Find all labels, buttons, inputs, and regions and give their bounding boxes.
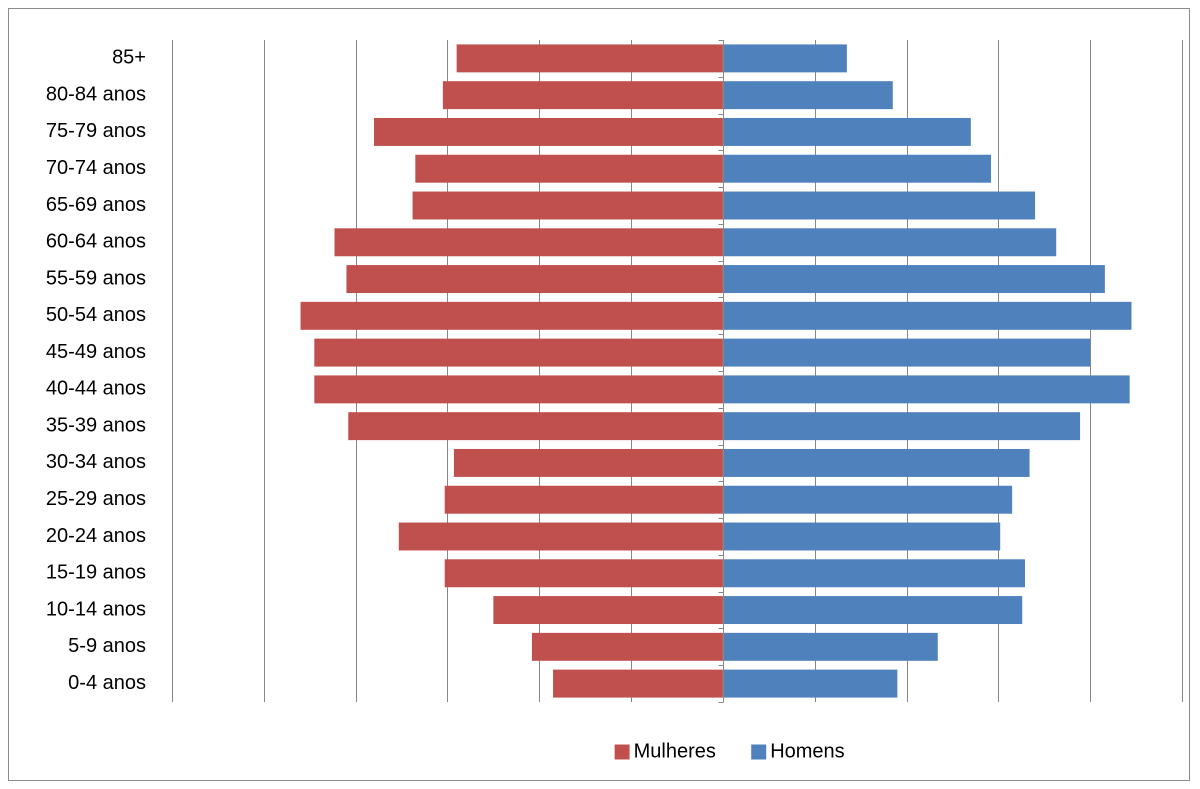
center-axis [718, 40, 724, 703]
category-label: 15-19 anos [46, 562, 146, 584]
category-label: 85+ [112, 47, 146, 69]
bar-mulheres [444, 485, 723, 514]
category-label: 25-29 anos [46, 488, 146, 510]
series-mulheres [300, 44, 723, 698]
category-label: 40-44 anos [46, 378, 146, 400]
bar-mulheres [493, 596, 723, 625]
category-label: 60-64 anos [46, 231, 146, 253]
bar-mulheres [442, 81, 723, 110]
bar-mulheres [374, 117, 723, 146]
bar-homens [722, 632, 938, 661]
bar-homens [722, 412, 1081, 441]
bar-homens [722, 81, 893, 110]
bar-homens [722, 44, 847, 73]
category-label: 30-34 anos [46, 451, 146, 473]
bar-mulheres [300, 301, 723, 330]
bar-homens [722, 228, 1057, 257]
category-label: 50-54 anos [46, 304, 146, 326]
bar-mulheres [453, 448, 723, 477]
category-label: 65-69 anos [46, 194, 146, 216]
category-label: 80-84 anos [46, 83, 146, 105]
legend-label-mulheres: Mulheres [634, 740, 716, 762]
category-label: 45-49 anos [46, 341, 146, 363]
legend: Mulheres Homens [614, 740, 845, 762]
category-label: 10-14 anos [46, 598, 146, 620]
legend-swatch-homens [751, 744, 767, 760]
bar-mulheres [334, 228, 723, 257]
bar-mulheres [346, 265, 723, 294]
category-label: 20-24 anos [46, 525, 146, 547]
bar-mulheres [553, 669, 723, 698]
gridlines [172, 40, 1183, 702]
bar-mulheres [456, 44, 723, 73]
legend-swatch-mulheres [614, 744, 630, 760]
bar-mulheres [444, 559, 723, 588]
bar-homens [722, 559, 1025, 588]
legend-label-homens: Homens [770, 740, 844, 762]
bar-mulheres [415, 154, 723, 183]
bar-homens [722, 375, 1130, 404]
bar-mulheres [314, 338, 723, 367]
bar-mulheres [412, 191, 723, 220]
bar-homens [722, 669, 898, 698]
category-label: 35-39 anos [46, 414, 146, 436]
bar-homens [722, 154, 992, 183]
bar-mulheres [348, 412, 723, 441]
bar-homens [722, 117, 971, 146]
category-labels: 85+ 80-84 anos 75-79 anos 70-74 anos 65-69 a… [46, 47, 146, 694]
category-label: 5-9 anos [68, 635, 146, 657]
category-label: 55-59 anos [46, 267, 146, 289]
bar-homens [722, 485, 1013, 514]
bar-homens [722, 522, 1001, 551]
bar-homens [722, 596, 1023, 625]
bar-homens [722, 448, 1030, 477]
category-label: 70-74 anos [46, 157, 146, 179]
bar-homens [722, 301, 1132, 330]
bar-homens [722, 338, 1091, 367]
category-label: 0-4 anos [68, 672, 146, 694]
bar-mulheres [314, 375, 723, 404]
category-label: 75-79 anos [46, 120, 146, 142]
bar-homens [722, 191, 1036, 220]
series-homens [722, 44, 1132, 698]
bar-homens [722, 265, 1105, 294]
bar-mulheres [398, 522, 723, 551]
bars [300, 44, 1132, 698]
bar-mulheres [531, 632, 723, 661]
